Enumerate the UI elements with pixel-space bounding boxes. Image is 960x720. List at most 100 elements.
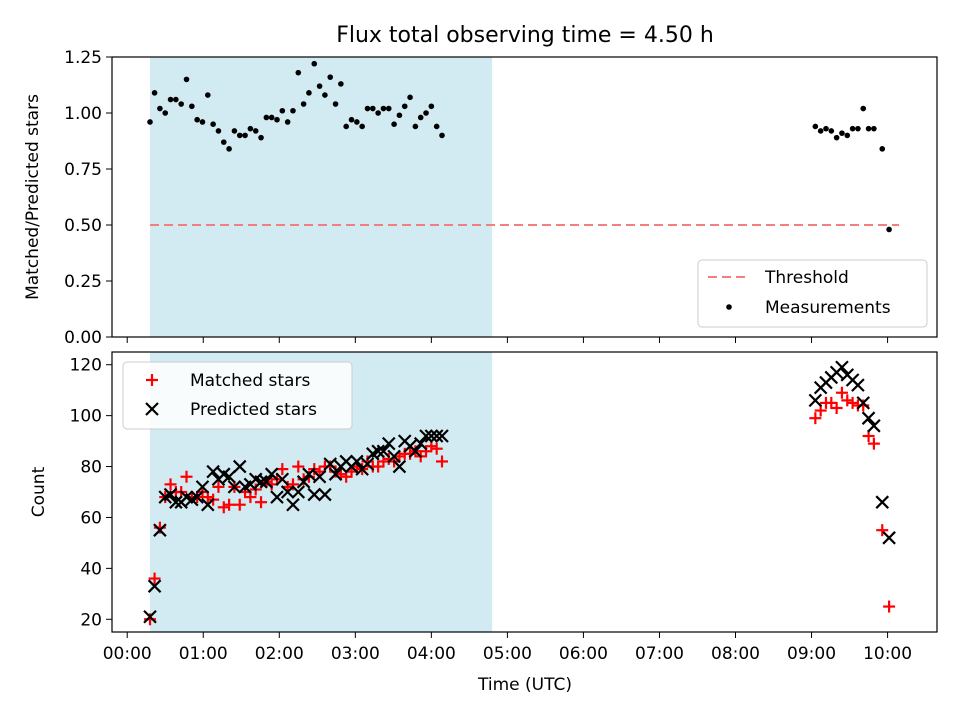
predicted-star-point xyxy=(387,449,401,464)
legend-matched-swatch xyxy=(146,374,158,386)
measurement-point xyxy=(828,128,835,134)
bottom-y-tick-label: 60 xyxy=(80,508,102,528)
predicted-star-point-b xyxy=(392,459,407,474)
measurement-point xyxy=(407,94,413,101)
top-y-tick-label: 0.25 xyxy=(64,272,102,292)
measurement-point xyxy=(274,116,280,123)
predicted-star-point-b xyxy=(318,487,332,502)
predicted-star-point-b xyxy=(163,487,178,502)
measurement-point xyxy=(157,105,163,112)
predicted-star-point xyxy=(222,469,236,484)
predicted-star-point-b xyxy=(851,378,865,392)
legend-predicted-swatch xyxy=(145,402,159,416)
top-y-tick-label: 0.50 xyxy=(64,216,102,236)
bottom-panel: 20 40 60 80 100 120 00:00 01:00 02:00 03:00 04:00 0… xyxy=(70,351,938,664)
predicted-star-point-b xyxy=(875,495,890,509)
measurement-point xyxy=(226,146,232,152)
predicted-star-point xyxy=(875,495,890,509)
measurement-point xyxy=(306,90,312,96)
predicted-star-point-b xyxy=(275,472,290,487)
predicted-star-point xyxy=(318,487,332,502)
predicted-star-point xyxy=(376,444,391,459)
predicted-star-point-b xyxy=(270,490,284,504)
x-tick-label: 08:00 xyxy=(711,644,760,664)
predicted-star-point-b xyxy=(280,485,295,499)
predicted-star-point xyxy=(851,378,865,392)
measurement-point xyxy=(231,128,238,134)
measurement-point xyxy=(210,121,216,127)
predicted-star-point-b xyxy=(206,464,220,479)
top-legend-box xyxy=(697,259,928,328)
bottom-y-tick-label: 20 xyxy=(80,610,102,630)
predicted-star-point-b xyxy=(360,457,375,471)
predicted-star-point xyxy=(867,419,881,433)
predicted-star-point xyxy=(835,360,849,375)
predicted-star-point xyxy=(419,429,433,443)
x-tick-label: 10:00 xyxy=(863,644,912,664)
predicted-star-point-b xyxy=(312,469,327,484)
measurement-point xyxy=(311,60,318,67)
measurement-point xyxy=(183,76,190,83)
matched-star-point xyxy=(857,399,870,412)
matched-star-point xyxy=(255,496,268,509)
predicted-star-point-b xyxy=(435,429,449,443)
measurement-point xyxy=(247,125,254,132)
matched-star-point xyxy=(867,437,880,450)
top-axes-frame xyxy=(111,56,938,338)
measurement-point xyxy=(391,121,397,127)
measurement-point xyxy=(284,119,291,125)
legend-measurements-label: Measurements xyxy=(765,298,891,318)
bottom-y-tick-label: 120 xyxy=(70,356,102,376)
measurement-point xyxy=(258,134,264,141)
predicted-star-point-b xyxy=(143,609,157,624)
measurement-point xyxy=(189,103,195,110)
predicted-star-point xyxy=(227,480,242,494)
predicted-star-point-b xyxy=(222,469,236,484)
measurement-point xyxy=(396,112,403,119)
measurement-point xyxy=(871,125,877,132)
predicted-star-point xyxy=(882,531,896,545)
x-tick-label: 00:00 xyxy=(103,644,152,664)
top-shaded-interval xyxy=(150,57,493,337)
bottom-y-tick-label: 40 xyxy=(80,559,102,579)
measurement-point xyxy=(839,130,845,136)
measurement-point xyxy=(268,114,275,121)
matched-star-point xyxy=(212,480,225,493)
predicted-star-point-b xyxy=(328,467,343,481)
predicted-star-point-b xyxy=(201,497,215,512)
measurement-point xyxy=(886,226,892,233)
measurement-point xyxy=(385,105,392,112)
top-y-axis-label: Matched/Predicted stars xyxy=(23,94,43,300)
predicted-star-point-b xyxy=(408,444,423,459)
predicted-star-point-b xyxy=(227,480,242,494)
measurement-point xyxy=(855,125,861,132)
predicted-star-point-b xyxy=(867,419,881,433)
chart-title: Flux total observing time = 4.50 h xyxy=(336,23,714,48)
bottom-y-axis-label: Count xyxy=(29,466,49,517)
predicted-star-point-b xyxy=(381,436,396,451)
measurement-point xyxy=(215,128,222,134)
measurement-point xyxy=(364,105,371,112)
top-y-tick-label: 1.25 xyxy=(64,48,102,68)
predicted-star-point-b xyxy=(371,444,385,459)
matched-star-point xyxy=(292,460,305,473)
measurement-point xyxy=(316,83,323,89)
x-tick-label: 06:00 xyxy=(559,644,608,664)
matched-star-point xyxy=(430,442,443,455)
x-tick-label: 07:00 xyxy=(635,644,684,664)
measurement-point xyxy=(242,132,248,139)
predicted-star-point xyxy=(312,469,327,484)
predicted-star-point xyxy=(408,444,423,459)
x-axis-label: Time (UTC) xyxy=(477,675,572,695)
matched-star-point xyxy=(164,478,177,491)
measurement-point xyxy=(348,116,355,123)
predicted-star-point-b xyxy=(264,467,279,481)
legend-predicted-swatch-b xyxy=(145,402,159,416)
predicted-star-point xyxy=(232,459,247,474)
measurement-point xyxy=(322,92,328,98)
predicted-star-point xyxy=(381,436,396,451)
measurement-point xyxy=(860,105,867,112)
predicted-star-point-b xyxy=(323,457,338,471)
measurement-point xyxy=(423,110,429,116)
measurement-point xyxy=(295,69,302,76)
